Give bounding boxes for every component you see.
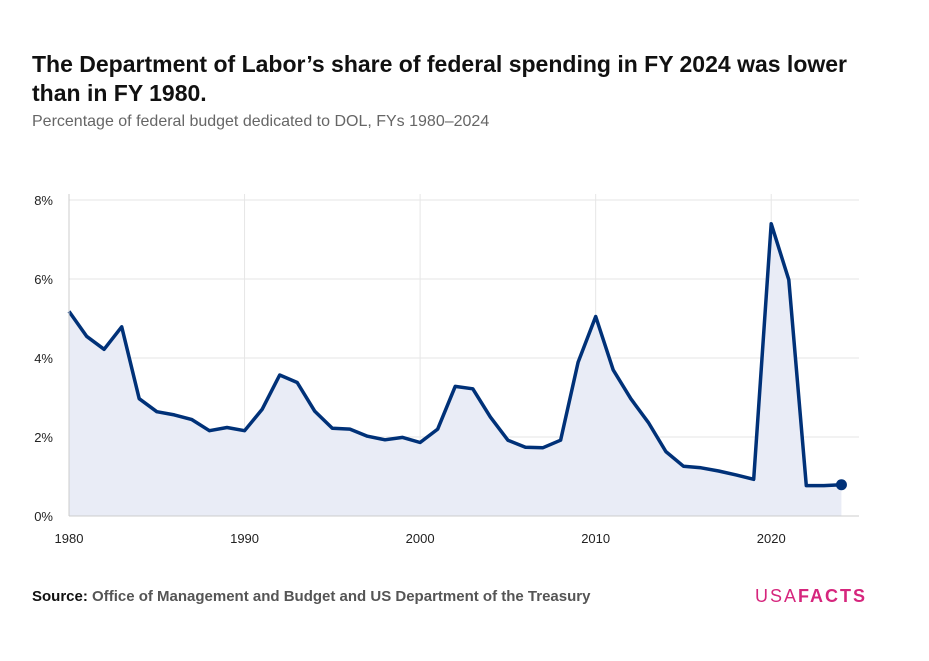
x-tick-label: 2000 — [406, 531, 435, 546]
logo-facts: FACTS — [798, 586, 868, 606]
x-tick-label: 1990 — [230, 531, 259, 546]
y-tick-label: 2% — [34, 430, 53, 445]
x-tick-label: 2010 — [581, 531, 610, 546]
logo-usa: USA — [755, 586, 799, 606]
source-text: Office of Management and Budget and US D… — [92, 588, 591, 605]
area-fill — [69, 223, 842, 516]
source-footer: Source: Office of Management and Budget … — [32, 588, 590, 605]
series-line — [67, 221, 842, 488]
last-point-marker — [835, 479, 847, 491]
chart-title: The Department of Labor’s share of feder… — [32, 51, 848, 106]
y-tick-label: 4% — [34, 351, 53, 366]
source-label: Source: — [32, 588, 88, 605]
axes: 0% 2% 4% 6% 8% 1980 1990 2000 2010 2020 — [34, 193, 859, 546]
y-tick-label: 6% — [34, 272, 53, 287]
chart-subtitle: Percentage of federal budget dedicated t… — [32, 113, 490, 130]
usafacts-logo: USAFACTS — [755, 586, 867, 607]
y-tick-label: 0% — [34, 509, 53, 524]
points — [835, 479, 847, 491]
y-tick-label: 8% — [34, 193, 53, 208]
x-tick-label: 1980 — [55, 531, 84, 546]
x-tick-label: 2020 — [757, 531, 786, 546]
